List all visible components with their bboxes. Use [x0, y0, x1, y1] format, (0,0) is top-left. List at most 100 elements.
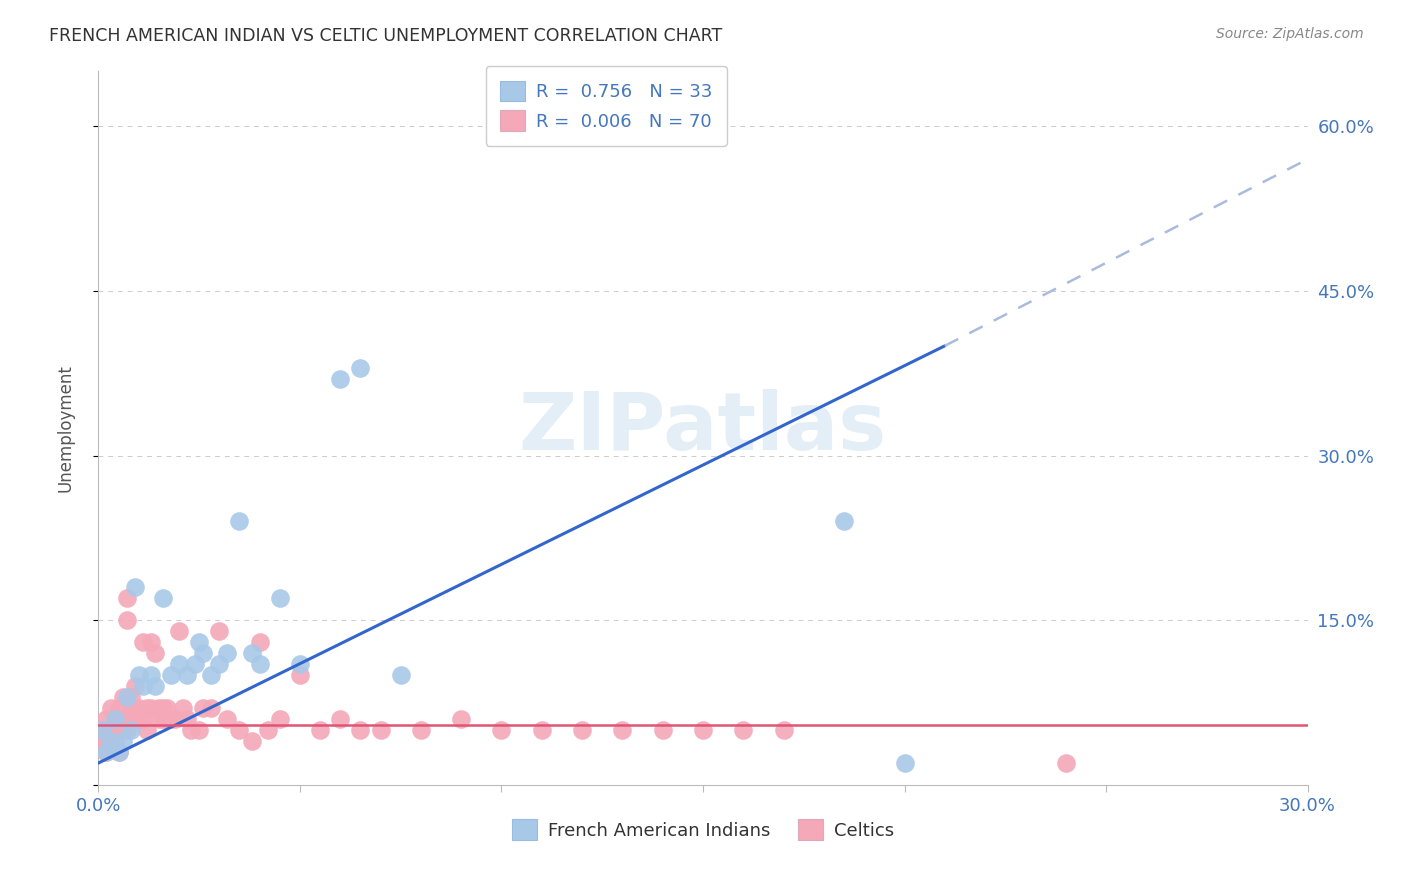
Point [120, 701, 142, 715]
Point [228, 723, 250, 737]
Point [120, 712, 142, 726]
Point [156, 712, 179, 726]
Point [832, 515, 855, 529]
Point [143, 679, 166, 693]
Point [167, 657, 190, 672]
Point [96, 734, 118, 748]
Point [409, 723, 432, 737]
Point [349, 360, 371, 375]
Legend: French American Indians, Celtics: French American Indians, Celtics [505, 812, 901, 847]
Point [103, 712, 125, 726]
Point [156, 701, 179, 715]
Point [370, 723, 392, 737]
Point [128, 701, 150, 715]
Point [733, 723, 755, 737]
Point [96, 745, 118, 759]
Point [111, 690, 134, 705]
Point [240, 646, 263, 660]
Point [772, 723, 794, 737]
Point [107, 745, 129, 759]
Point [96, 712, 118, 726]
Point [530, 723, 553, 737]
Point [148, 701, 170, 715]
Point [107, 723, 129, 737]
Point [115, 613, 138, 627]
Point [100, 734, 122, 748]
Point [152, 712, 174, 726]
Point [132, 635, 155, 649]
Point [450, 712, 472, 726]
Point [135, 723, 157, 737]
Y-axis label: Unemployment: Unemployment [56, 364, 75, 492]
Point [115, 723, 138, 737]
Point [128, 668, 150, 682]
Point [115, 690, 138, 705]
Point [139, 701, 162, 715]
Point [200, 668, 222, 682]
Point [288, 657, 311, 672]
Point [651, 723, 673, 737]
Point [124, 679, 146, 693]
Point [107, 701, 129, 715]
Point [329, 712, 352, 726]
Point [91, 723, 114, 737]
Point [893, 756, 915, 770]
Point [132, 712, 155, 726]
Point [139, 668, 162, 682]
Point [91, 723, 114, 737]
Point [91, 734, 114, 748]
Point [249, 657, 271, 672]
Point [208, 657, 231, 672]
Point [115, 591, 138, 606]
Point [100, 723, 122, 737]
Point [188, 635, 211, 649]
Point [193, 646, 215, 660]
Point [571, 723, 593, 737]
Point [96, 745, 118, 759]
Point [103, 734, 125, 748]
Point [269, 712, 291, 726]
Point [139, 635, 162, 649]
Text: Source: ZipAtlas.com: Source: ZipAtlas.com [1216, 27, 1364, 41]
Point [148, 712, 170, 726]
Point [389, 668, 412, 682]
Point [217, 712, 239, 726]
Point [167, 624, 190, 639]
Point [120, 690, 142, 705]
Point [269, 591, 291, 606]
Point [111, 734, 134, 748]
Point [152, 701, 174, 715]
Point [1054, 756, 1077, 770]
Point [176, 668, 198, 682]
Point [176, 712, 198, 726]
Point [184, 657, 207, 672]
Text: FRENCH AMERICAN INDIAN VS CELTIC UNEMPLOYMENT CORRELATION CHART: FRENCH AMERICAN INDIAN VS CELTIC UNEMPLO… [49, 27, 723, 45]
Point [240, 734, 263, 748]
Point [152, 591, 174, 606]
Point [349, 723, 371, 737]
Point [111, 712, 134, 726]
Point [160, 668, 183, 682]
Point [124, 701, 146, 715]
Point [188, 723, 211, 737]
Point [124, 580, 146, 594]
Point [160, 712, 183, 726]
Point [491, 723, 513, 737]
Point [100, 701, 122, 715]
Point [180, 723, 202, 737]
Point [143, 646, 166, 660]
Point [612, 723, 634, 737]
Point [124, 712, 146, 726]
Point [249, 635, 271, 649]
Point [217, 646, 239, 660]
Point [329, 372, 352, 386]
Point [309, 723, 332, 737]
Point [128, 712, 150, 726]
Point [208, 624, 231, 639]
Text: ZIPatlas: ZIPatlas [519, 389, 887, 467]
Point [256, 723, 278, 737]
Point [692, 723, 714, 737]
Point [103, 712, 125, 726]
Point [288, 668, 311, 682]
Point [107, 745, 129, 759]
